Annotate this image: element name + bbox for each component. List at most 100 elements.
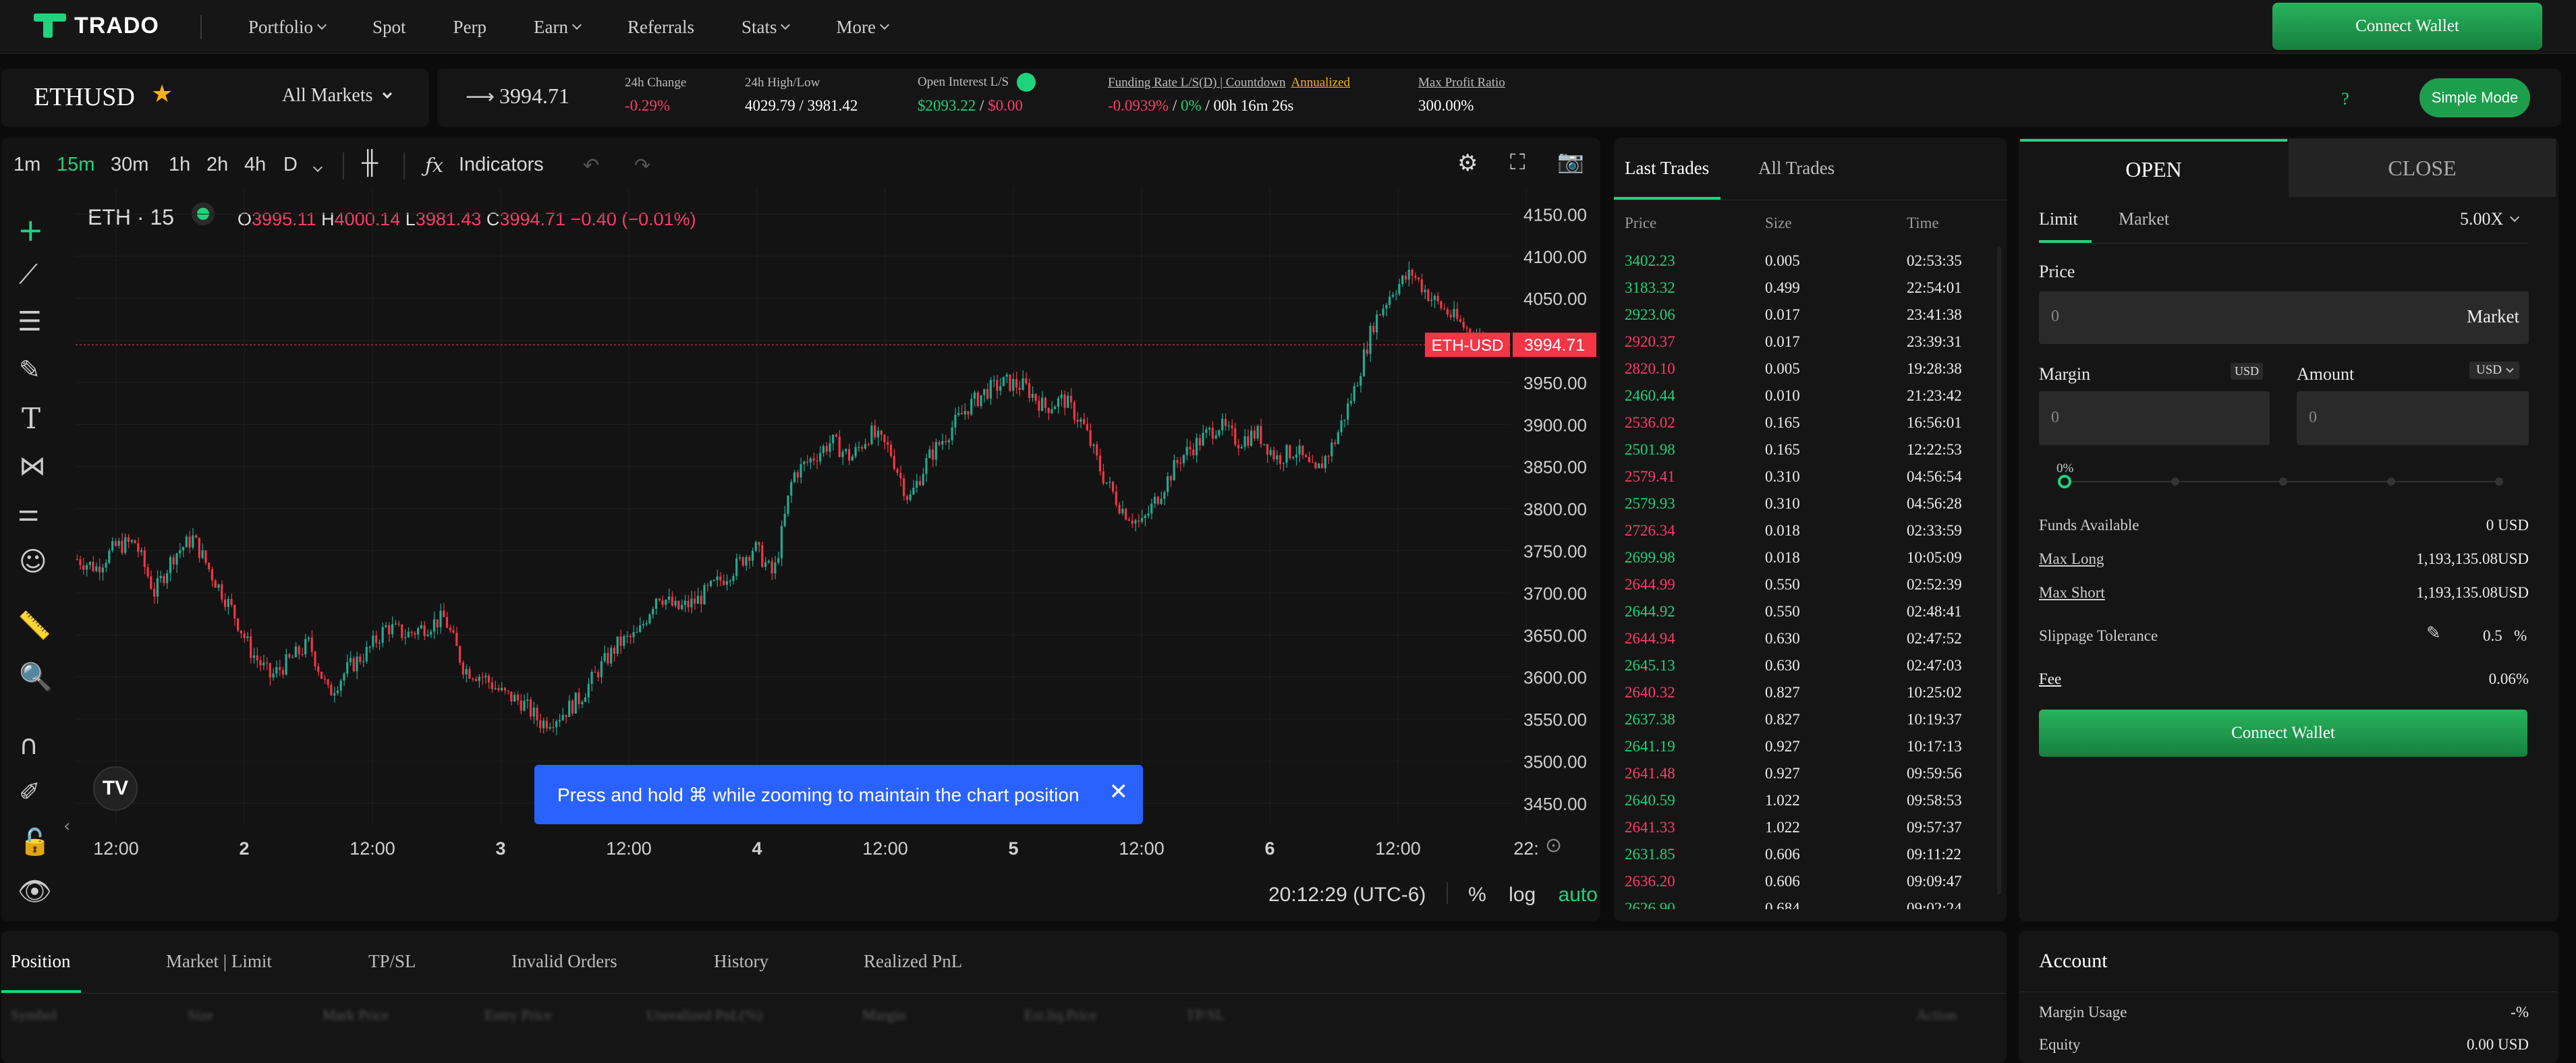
indicators-button[interactable]: Indicators: [459, 154, 544, 175]
ruler-icon[interactable]: 📏: [18, 610, 51, 641]
crosshair-icon[interactable]: +: [18, 212, 44, 248]
amount-input[interactable]: 0: [2297, 391, 2529, 445]
slider-tick[interactable]: [2495, 478, 2503, 486]
tab-invalid-orders[interactable]: Invalid Orders: [511, 951, 617, 971]
candle-body: [681, 604, 683, 610]
undo-icon[interactable]: ↶: [583, 155, 600, 177]
candle-body: [690, 598, 693, 608]
timeframe-4h[interactable]: 4h: [244, 154, 267, 175]
annualized-toggle[interactable]: Annualized: [1291, 76, 1351, 90]
slider-tick[interactable]: [2279, 478, 2287, 486]
price-direction-icon: ⟶: [466, 86, 495, 108]
nav-item-spot[interactable]: Spot: [372, 17, 406, 38]
trend-line-icon[interactable]: ⟋: [19, 259, 38, 290]
nav-item-perp[interactable]: Perp: [453, 17, 487, 38]
brush-icon[interactable]: ✎: [19, 355, 40, 384]
timeframe-30m[interactable]: 30m: [111, 154, 149, 175]
price-input[interactable]: 0 Market: [2039, 291, 2529, 344]
timeframe-15m[interactable]: 15m: [57, 154, 95, 175]
percent-scale-toggle[interactable]: %: [1468, 884, 1486, 906]
slider-tick[interactable]: [2387, 478, 2395, 486]
candle-body: [861, 447, 864, 449]
timeframe-1h[interactable]: 1h: [169, 154, 191, 175]
candle-body: [1433, 295, 1436, 300]
fee-label[interactable]: Fee: [2039, 670, 2062, 687]
pattern-tool-icon[interactable]: ⋈: [19, 451, 46, 482]
candle-type-icon[interactable]: ╫: [362, 150, 379, 175]
order-type-market[interactable]: Market: [2119, 209, 2170, 229]
trade-time: 02:53:35: [1907, 252, 1962, 269]
zoom-in-icon[interactable]: 🔍: [19, 662, 53, 693]
margin-input[interactable]: 0: [2039, 391, 2270, 445]
amount-unit-selector[interactable]: USD: [2469, 362, 2520, 379]
nav-item-more[interactable]: More: [836, 17, 890, 38]
order-type-limit[interactable]: Limit: [2039, 209, 2078, 229]
connect-wallet-button[interactable]: Connect Wallet: [2272, 3, 2542, 50]
candle-body: [607, 653, 609, 664]
edit-pencil-icon[interactable]: ✎: [2426, 623, 2441, 643]
size-slider-handle[interactable]: [2058, 475, 2071, 488]
trade-price: 3183.32: [1625, 279, 1675, 296]
candle-body: [610, 648, 613, 664]
price-market-suffix[interactable]: Market: [2467, 306, 2519, 326]
price-axis-tick: 3800.00: [1523, 499, 1587, 519]
max-long-label[interactable]: Max Long: [2039, 550, 2104, 567]
stat-label[interactable]: Funding Rate L/S(D) | Countdown: [1108, 76, 1286, 90]
timeframe-2h[interactable]: 2h: [206, 154, 229, 175]
slider-tick[interactable]: [2171, 478, 2179, 486]
stat-24h-change: 24h Change -0.29%: [625, 76, 686, 115]
tab-position[interactable]: Position: [11, 951, 71, 971]
log-scale-toggle[interactable]: log: [1509, 884, 1536, 906]
candle-body: [449, 627, 451, 631]
tab-realized-pnl[interactable]: Realized PnL: [864, 951, 963, 971]
simple-mode-button[interactable]: Simple Mode: [2419, 78, 2530, 117]
slippage-value[interactable]: 0.5: [2483, 627, 2502, 644]
candle-body: [1243, 436, 1246, 447]
collapse-toolbar-icon[interactable]: ‹: [63, 816, 71, 836]
prediction-tool-icon[interactable]: ⚌: [18, 499, 40, 527]
connect-wallet-order-button[interactable]: Connect Wallet: [2039, 710, 2527, 757]
lock-icon[interactable]: 🔓: [19, 827, 51, 857]
leverage-selector[interactable]: 5.00X: [2460, 209, 2520, 229]
horizontal-lines-icon[interactable]: ☰: [18, 306, 42, 337]
max-short-label[interactable]: Max Short: [2039, 584, 2105, 601]
leverage-value: 5.00X: [2460, 209, 2504, 229]
value-separator: /: [1169, 97, 1181, 114]
tab-close[interactable]: CLOSE: [2289, 139, 2556, 197]
lock-drawing-icon[interactable]: ✐: [19, 777, 40, 807]
fullscreen-icon[interactable]: ⛶: [1510, 150, 1525, 174]
timeframe-d[interactable]: D: [283, 154, 298, 175]
timeframe-more-chevron-icon[interactable]: [312, 154, 323, 176]
brand-logo[interactable]: TRADO: [34, 12, 159, 39]
tab-open[interactable]: OPEN: [2020, 139, 2287, 197]
nav-item-portfolio[interactable]: Portfolio: [248, 17, 327, 38]
timeframe-1m[interactable]: 1m: [13, 154, 41, 175]
candle-body: [516, 695, 520, 701]
auto-scale-toggle[interactable]: auto: [1558, 884, 1598, 906]
axis-settings-icon[interactable]: ⊙: [1545, 834, 1563, 857]
help-icon[interactable]: ?: [2341, 89, 2349, 109]
text-tool-icon[interactable]: T: [22, 402, 41, 435]
tab-history[interactable]: History: [714, 951, 768, 971]
tab-last-trades[interactable]: Last Trades: [1625, 158, 1710, 178]
camera-snapshot-icon[interactable]: 📷: [1557, 149, 1584, 173]
trades-scrollbar[interactable]: [1997, 247, 2001, 894]
close-icon[interactable]: ✕: [1109, 779, 1129, 805]
tab-market-limit[interactable]: Market | Limit: [166, 951, 272, 971]
tab-all-trades[interactable]: All Trades: [1758, 158, 1835, 178]
settings-gear-icon[interactable]: ⚙: [1457, 150, 1478, 176]
tradingview-logo-icon[interactable]: TV: [93, 766, 138, 811]
visibility-eye-icon[interactable]: 👁: [18, 876, 52, 907]
nav-item-referrals[interactable]: Referrals: [627, 17, 694, 38]
nav-item-earn[interactable]: Earn: [534, 17, 582, 38]
stat-label: Open Interest L/S: [918, 75, 1009, 89]
tab-tp-sl[interactable]: TP/SL: [368, 951, 416, 971]
favorite-star-icon[interactable]: ★: [151, 80, 173, 107]
emoji-icon[interactable]: ☺: [19, 546, 47, 577]
magnet-icon[interactable]: ∩: [19, 730, 39, 761]
all-markets-dropdown[interactable]: All Markets: [282, 85, 392, 107]
indicators-icon[interactable]: ƒx: [425, 154, 444, 177]
nav-item-stats[interactable]: Stats: [741, 17, 791, 38]
redo-icon[interactable]: ↷: [634, 155, 651, 177]
equity-label: Equity: [2039, 1036, 2081, 1053]
